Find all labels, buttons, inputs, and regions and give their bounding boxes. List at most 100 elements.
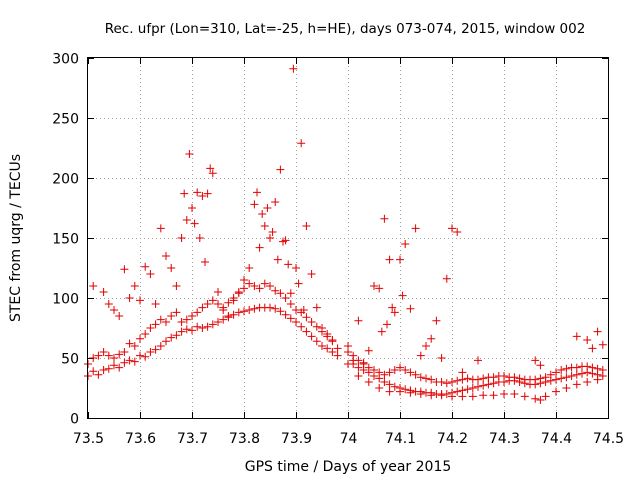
data-point xyxy=(598,340,607,349)
data-point xyxy=(463,374,472,383)
data-point xyxy=(193,188,202,197)
x-tick-label: 74.1 xyxy=(385,431,416,447)
data-point xyxy=(110,354,118,362)
data-point xyxy=(214,300,222,308)
data-point xyxy=(593,375,602,384)
data-point xyxy=(536,379,545,388)
y-tick-label: 250 xyxy=(52,112,79,128)
data-point xyxy=(515,378,524,386)
data-point xyxy=(598,372,607,380)
plot-frame xyxy=(87,57,609,419)
y-tick-labels: 0 50 100 150 200 250 300 xyxy=(52,52,79,428)
data-point xyxy=(263,204,272,212)
y-tick-label: 200 xyxy=(52,172,79,188)
x-tick-label: 73.9 xyxy=(281,431,312,447)
data-point xyxy=(208,320,217,329)
data-point xyxy=(411,370,420,379)
data-point xyxy=(188,312,196,320)
data-point xyxy=(474,356,482,365)
data-point xyxy=(255,243,264,252)
data-point xyxy=(370,366,378,374)
data-point xyxy=(536,396,545,404)
y-axis-label: STEC from uqrg / TECUs xyxy=(8,154,24,322)
data-point xyxy=(94,370,103,379)
data-point xyxy=(234,288,243,296)
data-point xyxy=(240,284,248,293)
data-point xyxy=(146,324,155,332)
data-point xyxy=(268,228,277,236)
data-point xyxy=(437,378,446,386)
data-point xyxy=(156,224,165,233)
data-point xyxy=(255,284,264,293)
data-point xyxy=(437,391,446,400)
data-point xyxy=(260,222,269,230)
data-point xyxy=(115,363,124,372)
data-point xyxy=(364,346,373,355)
data-point xyxy=(536,361,545,370)
data-point xyxy=(271,198,280,206)
data-point xyxy=(510,376,519,385)
data-point xyxy=(578,369,586,378)
data-point xyxy=(219,315,228,324)
data-point xyxy=(156,315,165,324)
data-point xyxy=(190,219,199,228)
data-point xyxy=(271,286,280,295)
data-point xyxy=(583,336,592,344)
data-point xyxy=(354,363,363,372)
data-point xyxy=(177,234,186,242)
data-point xyxy=(245,306,254,314)
data-point xyxy=(193,322,202,331)
data-point xyxy=(276,307,285,316)
data-point xyxy=(364,363,373,372)
data-point xyxy=(120,348,129,356)
data-point xyxy=(344,342,352,350)
data-point xyxy=(406,304,415,313)
data-point xyxy=(89,367,98,376)
data-point xyxy=(253,188,261,197)
data-point xyxy=(203,300,212,308)
data-point xyxy=(406,368,415,377)
data-point xyxy=(416,390,425,398)
data-point xyxy=(323,330,332,338)
data-point xyxy=(302,327,311,336)
data-point xyxy=(195,234,204,242)
data-point xyxy=(240,276,248,284)
axis-ticks xyxy=(88,58,609,419)
data-point xyxy=(531,394,540,403)
data-point xyxy=(328,336,337,344)
data-point xyxy=(479,374,488,383)
x-tick-labels: 73.5 73.6 73.7 73.8 73.9 74 74.1 74.2 74.3 74.4 74… xyxy=(73,431,624,447)
data-point xyxy=(167,312,176,320)
data-point xyxy=(541,392,550,401)
data-point xyxy=(281,294,290,302)
y-tick-label: 50 xyxy=(61,352,79,368)
data-point xyxy=(167,333,176,342)
chart-title: Rec. ufpr (Lon=310, Lat=-25, h=HE), days… xyxy=(105,21,586,37)
data-point xyxy=(375,384,384,392)
data-point xyxy=(167,264,176,272)
data-point xyxy=(177,327,186,336)
data-point xyxy=(224,312,233,320)
data-point xyxy=(484,380,493,389)
data-point xyxy=(318,342,326,350)
data-point xyxy=(208,169,217,178)
data-point xyxy=(349,351,358,360)
data-point xyxy=(141,330,150,338)
x-tick-label: 73.6 xyxy=(125,431,156,447)
data-point xyxy=(188,326,196,335)
data-point xyxy=(214,288,222,296)
data-point xyxy=(94,351,103,360)
data-point xyxy=(401,366,410,374)
data-point xyxy=(292,318,300,326)
data-point xyxy=(333,351,342,360)
data-point xyxy=(172,308,181,317)
data-point xyxy=(110,306,118,314)
x-tick-label: 74.3 xyxy=(489,431,520,447)
data-point xyxy=(453,387,462,396)
data-point xyxy=(297,139,306,148)
data-point xyxy=(333,344,342,353)
data-point xyxy=(354,316,363,325)
data-point xyxy=(136,296,144,305)
data-point xyxy=(588,344,597,353)
data-point xyxy=(180,189,189,198)
